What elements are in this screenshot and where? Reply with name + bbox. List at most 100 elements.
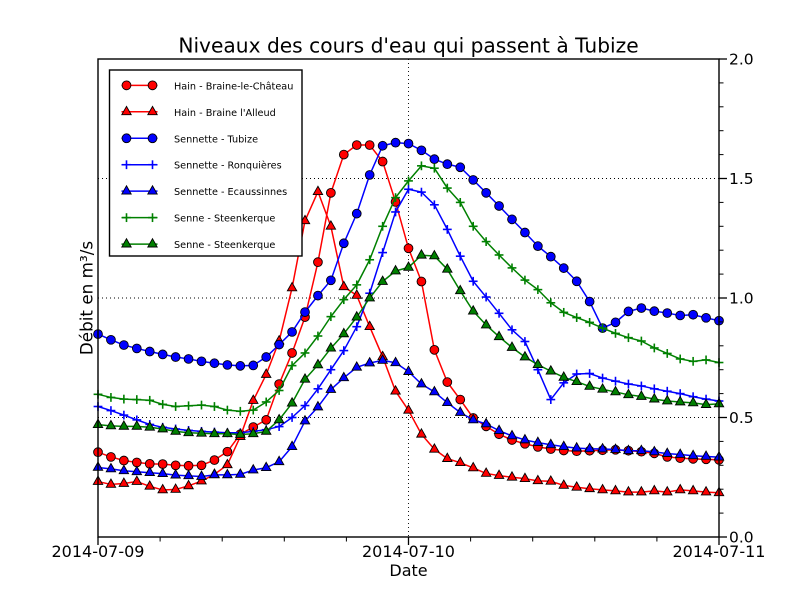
marker-triangle [610,385,621,396]
marker-triangle [597,382,609,393]
marker-circle [183,460,194,471]
marker-triangle [454,456,466,467]
marker-triangle [687,449,699,460]
marker-triangle [364,356,376,367]
legend-entry: Hain - Braine-le-Château [121,80,293,92]
marker-triangle [635,485,647,496]
marker-triangle [105,478,117,488]
marker-triangle [661,485,673,496]
marker-triangle [648,392,660,403]
marker-circle [364,140,375,150]
marker-circle [623,306,634,317]
axis-ticks [97,58,727,545]
marker-circle [481,187,491,198]
marker-triangle [121,105,132,116]
chart-title: Niveaux des cours d'eau qui passent à Tu… [178,34,638,58]
marker-triangle [519,472,531,483]
legend-label: Sennette - Ronquières [174,160,282,172]
marker-triangle [428,385,440,396]
marker-circle [209,358,220,369]
marker-triangle [234,428,246,438]
marker-circle [364,170,375,180]
marker-triangle [597,442,609,453]
marker-circle [119,340,129,350]
marker-triangle [338,371,350,382]
marker-circle [196,356,207,367]
marker-triangle [493,330,505,341]
marker-triangle [247,394,259,404]
marker-circle [468,175,479,185]
marker-triangle [286,440,298,451]
marker-triangle [170,483,182,493]
marker-triangle [506,429,518,440]
marker-triangle [610,484,621,495]
marker-circle [338,149,349,160]
marker-triangle [622,485,634,496]
marker-circle [106,452,116,462]
marker-triangle [118,464,130,475]
marker-triangle [286,281,298,292]
marker-circle [209,455,220,465]
marker-triangle [584,380,596,390]
marker-triangle [584,482,596,493]
legend: Hain - Braine-le-Château Hain - Braine l'… [108,69,303,257]
marker-triangle [325,219,337,230]
marker-triangle [532,474,544,485]
marker-triangle [700,485,712,496]
marker-circle [403,138,414,149]
marker-triangle [208,468,220,479]
legend-label: Senne - Steenkerque [174,214,275,225]
x-tick-label: 2014-07-09 [52,542,145,561]
marker-circle [455,162,466,173]
marker-triangle [519,433,531,444]
series-5 [93,161,724,416]
marker-circle [429,154,440,164]
legend-entry: Senne - Steenkerque [121,237,275,251]
marker-triangle [493,469,505,479]
marker-circle [274,339,284,350]
marker-triangle [144,420,156,431]
marker-triangle [105,419,117,430]
legend-frame [108,69,303,257]
marker-triangle [196,470,207,480]
series-2 [93,137,724,371]
marker-triangle [170,468,182,479]
marker-circle [121,133,132,144]
marker-triangle [480,318,492,329]
marker-circle [222,446,233,457]
marker-triangle [532,436,544,446]
y-axis-label: Débit en m³/s [77,241,97,355]
marker-triangle [260,425,272,435]
legend-entry: Senne - Steenkerque [121,213,275,225]
marker-circle [416,276,427,287]
marker-triangle [558,479,570,489]
marker-triangle [260,461,272,472]
marker-circle [636,303,647,313]
marker-triangle [480,467,492,477]
marker-circle [235,361,246,371]
marker-triangle [325,341,337,352]
marker-triangle [183,426,195,437]
marker-triangle [390,356,402,367]
marker-triangle [597,483,609,494]
marker-triangle [648,484,660,495]
marker-triangle [545,438,557,449]
marker-triangle [157,467,169,478]
marker-triangle [351,289,363,299]
marker-circle [584,296,595,307]
marker-triangle [467,461,479,472]
marker-triangle [648,445,660,456]
marker-triangle [571,480,583,491]
marker-triangle [157,422,169,433]
marker-triangle [364,320,376,331]
marker-circle [326,275,336,286]
x-tick-label: 2014-07-10 [362,542,455,561]
legend-label: Sennette - Tubize [174,134,258,145]
legend-label: Hain - Braine-le-Château [174,80,293,92]
marker-triangle [351,310,363,321]
marker-triangle [415,248,427,259]
series-4 [92,354,725,480]
marker-triangle [545,474,557,485]
marker-triangle [338,327,350,338]
marker-circle [147,80,158,91]
